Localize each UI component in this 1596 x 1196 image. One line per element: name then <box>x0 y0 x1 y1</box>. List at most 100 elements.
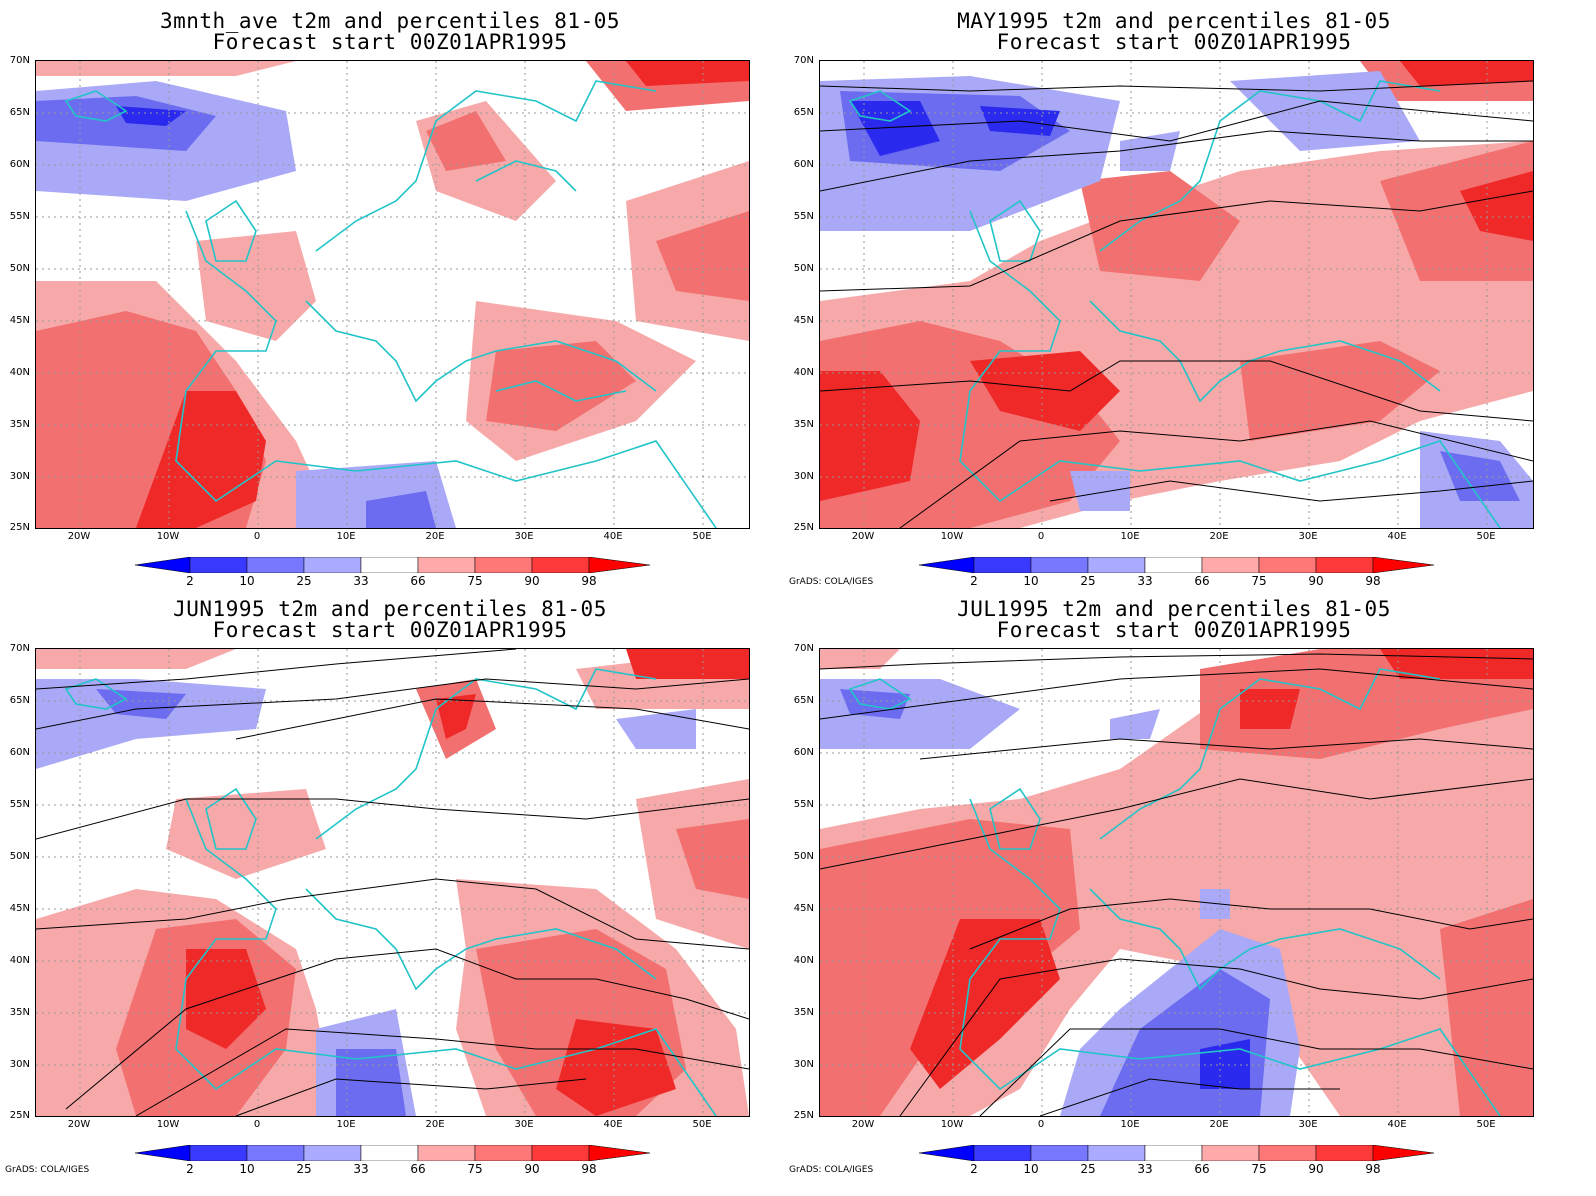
colorbar-label: 10 <box>1023 574 1039 588</box>
colorbar-label: 90 <box>1308 1162 1324 1176</box>
lat-label: 65N <box>793 107 814 118</box>
warm-anomaly-region <box>676 819 749 899</box>
lat-label: 45N <box>9 315 30 326</box>
lon-label: 10E <box>1120 1119 1140 1130</box>
colorbar <box>918 556 1439 577</box>
warm-anomaly-region <box>1380 141 1533 281</box>
colorbar-label: 2 <box>186 1162 194 1176</box>
lat-label: 65N <box>793 695 814 706</box>
colorbar-label: 98 <box>1365 1162 1381 1176</box>
colorbar-label: 66 <box>1194 574 1210 588</box>
grid-lines <box>820 61 1533 528</box>
lat-label: 60N <box>9 159 30 170</box>
panel-title-line1: MAY1995 t2m and percentiles 81-05 <box>957 9 1391 33</box>
panel-jul: JUL1995 t2m and percentiles 81-05 Foreca… <box>784 588 1564 1178</box>
warm-anomaly-region <box>1380 649 1533 679</box>
cold-anomaly-region <box>1230 71 1420 151</box>
lat-label: 25N <box>793 1110 814 1121</box>
lon-label: 40E <box>603 531 623 542</box>
grads-credit: GrADS: COLA/IGES <box>5 1165 90 1175</box>
warm-anomaly-region <box>1240 341 1440 441</box>
lon-label: 0 <box>1037 1119 1045 1130</box>
lat-label: 30N <box>9 471 30 482</box>
warm-anomaly-region <box>1080 171 1240 281</box>
lat-label: 40N <box>9 955 30 966</box>
warm-anomaly-region <box>1400 61 1533 86</box>
lon-label: 30E <box>1298 531 1318 542</box>
colorbar-label: 75 <box>467 1162 483 1176</box>
warm-anomaly-region <box>656 211 749 301</box>
lon-label: 50E <box>692 531 712 542</box>
panel-title-line2: Forecast start 00Z01APR1995 <box>212 30 568 54</box>
lon-label: 20E <box>425 531 445 542</box>
lat-label: 70N <box>9 643 30 654</box>
lon-label: 30E <box>514 531 534 542</box>
temperature-contours <box>820 80 1533 528</box>
grid-lines <box>36 61 749 528</box>
panel-jun: JUN1995 t2m and percentiles 81-05 Foreca… <box>0 588 780 1178</box>
lon-label: 50E <box>1476 531 1496 542</box>
lat-label: 40N <box>793 367 814 378</box>
grid-lines <box>36 649 749 1116</box>
lat-label: 70N <box>9 55 30 66</box>
panel-3month-avg: 3mnth_ave t2m and percentiles 81-05 Fore… <box>0 0 780 590</box>
lat-label: 60N <box>793 159 814 170</box>
colorbar-label: 33 <box>353 1162 369 1176</box>
lat-label: 50N <box>793 263 814 274</box>
lat-label: 45N <box>793 315 814 326</box>
lon-label: 30E <box>1298 1119 1318 1130</box>
lat-label: 50N <box>9 851 30 862</box>
warm-anomaly-region <box>970 351 1120 431</box>
colorbar <box>134 1144 655 1165</box>
map-area <box>35 648 750 1117</box>
lat-label: 25N <box>9 522 30 533</box>
map-area <box>35 60 750 529</box>
coastlines <box>848 80 1501 528</box>
colorbar-label: 75 <box>467 574 483 588</box>
panel-title-line1: 3mnth_ave t2m and percentiles 81-05 <box>159 9 620 33</box>
colorbar-label: 98 <box>1365 574 1381 588</box>
lat-label: 65N <box>9 695 30 706</box>
lat-label: 55N <box>793 211 814 222</box>
lat-label: 55N <box>9 211 30 222</box>
lat-label: 35N <box>9 419 30 430</box>
lat-label: 55N <box>9 799 30 810</box>
colorbar-label: 10 <box>239 574 255 588</box>
cold-anomaly-region <box>366 491 436 528</box>
coastlines <box>64 668 717 1116</box>
colorbar-label: 66 <box>410 574 426 588</box>
warm-anomaly-region <box>186 949 266 1049</box>
warm-anomaly-region <box>486 341 636 431</box>
lon-label: 0 <box>253 531 261 542</box>
panel-title-line2: Forecast start 00Z01APR1995 <box>996 30 1352 54</box>
lon-label: 10E <box>336 1119 356 1130</box>
lat-label: 70N <box>793 643 814 654</box>
lon-label: 20W <box>67 531 91 542</box>
lon-label: 20W <box>851 531 875 542</box>
lon-label: 40E <box>1387 1119 1407 1130</box>
colorbar-label: 2 <box>970 1162 978 1176</box>
warm-anomaly-region <box>426 111 506 171</box>
colorbar-label: 90 <box>1308 574 1324 588</box>
panel-title-line2: Forecast start 00Z01APR1995 <box>996 618 1352 642</box>
warm-anomaly-region <box>36 61 296 76</box>
coastlines <box>64 80 717 528</box>
map-area <box>819 648 1534 1117</box>
lat-label: 30N <box>9 1059 30 1070</box>
colorbar-label: 33 <box>1137 1162 1153 1176</box>
lat-label: 65N <box>9 107 30 118</box>
cold-anomaly-region <box>96 689 186 719</box>
colorbar-label: 25 <box>296 1162 312 1176</box>
colorbar-label: 66 <box>1194 1162 1210 1176</box>
colorbar-label: 90 <box>524 574 540 588</box>
temperature-contours <box>820 653 1533 1116</box>
cold-anomaly-region <box>36 96 216 151</box>
warm-anomaly-region <box>820 649 900 669</box>
warm-anomaly-region <box>166 789 326 879</box>
lat-label: 55N <box>793 799 814 810</box>
cold-anomaly-region <box>1070 471 1130 511</box>
lon-label: 10W <box>940 1119 964 1130</box>
grads-credit: GrADS: COLA/IGES <box>789 577 874 587</box>
warm-anomaly-region <box>436 694 476 739</box>
lon-label: 30E <box>514 1119 534 1130</box>
